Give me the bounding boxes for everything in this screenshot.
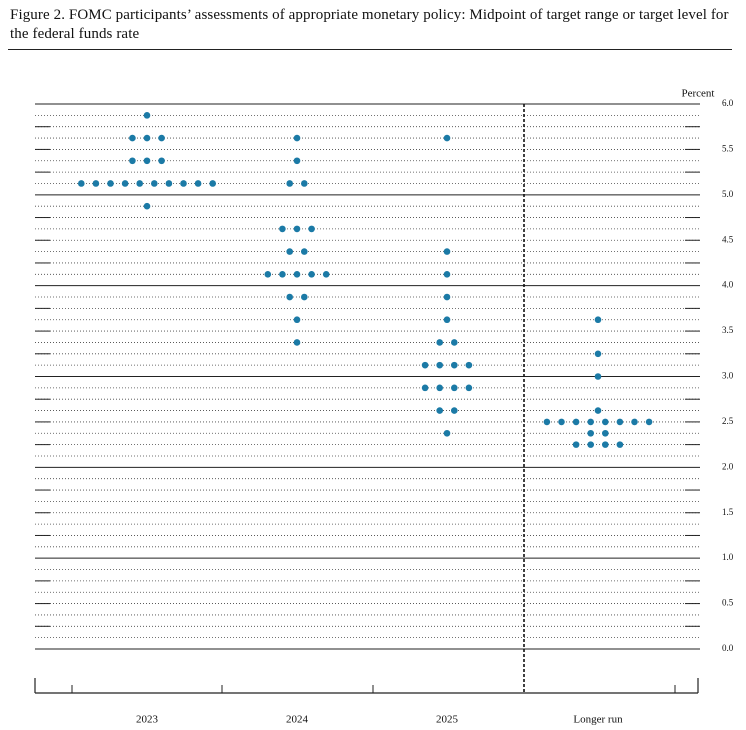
dot	[436, 384, 444, 392]
dot	[121, 180, 129, 187]
dot	[293, 134, 301, 142]
dot	[602, 429, 609, 437]
dot	[558, 418, 565, 426]
dot	[158, 157, 165, 165]
dot	[594, 316, 602, 324]
dot	[631, 418, 638, 426]
dot	[436, 339, 444, 346]
dot	[286, 180, 294, 187]
dot	[194, 180, 202, 187]
dot	[436, 407, 444, 414]
dot	[594, 373, 602, 380]
dot	[293, 316, 301, 324]
dot	[308, 271, 315, 278]
dot	[602, 441, 609, 448]
dot	[308, 225, 315, 233]
dot	[78, 180, 85, 187]
dot	[451, 339, 458, 346]
dot	[451, 384, 458, 392]
dot	[301, 248, 308, 255]
dot	[443, 316, 451, 324]
dot	[465, 361, 473, 369]
dot	[616, 418, 624, 426]
dot	[443, 293, 451, 301]
dot	[92, 180, 100, 187]
dot	[421, 384, 429, 392]
dot	[293, 339, 301, 346]
chart-title: Figure 2. FOMC participants’ assessments…	[10, 7, 729, 42]
dot	[107, 180, 114, 187]
dot	[594, 407, 602, 414]
y-tick-label: 6.0	[722, 98, 734, 108]
y-tick-label: 1.5	[722, 507, 734, 517]
dot	[165, 180, 173, 187]
dot	[286, 293, 294, 301]
dot	[465, 384, 473, 392]
y-tick-label: 0.5	[722, 598, 734, 608]
dot	[293, 157, 301, 165]
dot	[616, 441, 624, 448]
y-tick-label: 3.5	[722, 325, 734, 335]
dot	[572, 441, 580, 448]
dot	[443, 429, 451, 437]
y-tick-label: 3.0	[722, 371, 734, 381]
dot	[645, 418, 653, 426]
dot	[158, 134, 165, 142]
dot	[436, 361, 444, 369]
dot	[301, 293, 308, 301]
y-tick-label: 2.5	[722, 416, 734, 426]
y-tick-label: 0.0	[722, 643, 734, 653]
dot	[143, 134, 151, 142]
dot	[587, 418, 594, 426]
title-rule	[8, 49, 732, 50]
dot	[286, 248, 294, 255]
dot	[443, 248, 451, 255]
dot	[279, 225, 286, 233]
y-axis-label: Percent	[682, 88, 715, 100]
dot	[543, 418, 551, 426]
dot	[279, 271, 286, 278]
dot	[301, 180, 308, 187]
x-tick-label: 2023	[136, 714, 159, 726]
y-tick-label: 4.0	[722, 280, 734, 290]
dot	[129, 134, 136, 142]
dot	[594, 350, 602, 358]
y-tick-label: 2.0	[722, 461, 734, 471]
dot	[129, 157, 136, 165]
dot	[293, 271, 301, 278]
dot	[451, 361, 458, 369]
dot	[136, 180, 143, 187]
dot	[443, 271, 451, 278]
dot	[602, 418, 609, 426]
y-tick-label: 5.5	[722, 143, 734, 153]
dot	[143, 202, 151, 210]
dot	[451, 407, 458, 414]
dot	[587, 441, 594, 448]
y-tick-label: 1.0	[722, 552, 734, 562]
dot	[322, 271, 330, 278]
y-tick-label: 5.0	[722, 189, 734, 199]
y-tick-label: 4.5	[722, 234, 734, 244]
x-tick-label: 2025	[436, 714, 459, 726]
x-tick-label: 2024	[286, 714, 309, 726]
dot	[209, 180, 216, 187]
dot	[572, 418, 580, 426]
dot	[264, 271, 272, 278]
dot	[143, 112, 151, 119]
dot	[421, 361, 429, 369]
dot	[143, 157, 151, 165]
dot	[587, 429, 594, 437]
dot	[151, 180, 158, 187]
dot	[293, 225, 301, 233]
x-tick-label: Longer run	[573, 714, 623, 726]
dot	[443, 134, 451, 142]
dot	[180, 180, 187, 187]
